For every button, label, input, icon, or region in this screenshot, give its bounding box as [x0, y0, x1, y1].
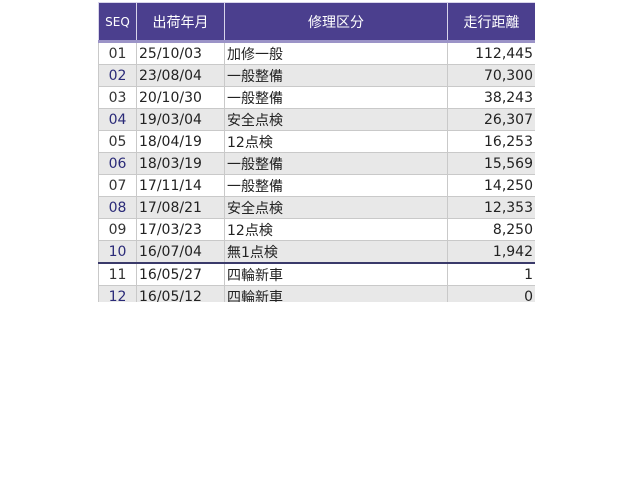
cell-type: 四輪新車 — [224, 262, 448, 286]
cell-seq: 06 — [98, 152, 137, 175]
cell-type: 12点検 — [224, 130, 448, 153]
cell-date: 18/04/19 — [136, 130, 225, 153]
table-row: 10 16/07/04 無1点検 1,942 — [98, 240, 535, 264]
cell-distance: 112,445 — [447, 41, 535, 65]
cell-date: 17/08/21 — [136, 196, 225, 219]
cell-type: 安全点検 — [224, 108, 448, 131]
table-row: 04 19/03/04 安全点検 26,307 — [98, 108, 535, 131]
cell-type: 加修一般 — [224, 41, 448, 65]
table-row: 06 18/03/19 一般整備 15,569 — [98, 152, 535, 175]
cell-seq: 07 — [98, 174, 137, 197]
cell-distance: 8,250 — [447, 218, 535, 241]
cell-type: 一般整備 — [224, 152, 448, 175]
table-row: 08 17/08/21 安全点検 12,353 — [98, 196, 535, 219]
cell-date: 20/10/30 — [136, 86, 225, 109]
cell-type: 無1点検 — [224, 240, 448, 264]
header-seq: SEQ — [98, 2, 137, 43]
cell-seq: 10 — [98, 240, 137, 264]
cell-distance: 38,243 — [447, 86, 535, 109]
table-row: 03 20/10/30 一般整備 38,243 — [98, 86, 535, 109]
table-row: 09 17/03/23 12点検 8,250 — [98, 218, 535, 241]
cell-date: 17/11/14 — [136, 174, 225, 197]
cell-date: 18/03/19 — [136, 152, 225, 175]
cell-date: 19/03/04 — [136, 108, 225, 131]
cell-type: 安全点検 — [224, 196, 448, 219]
cell-type: 12点検 — [224, 218, 448, 241]
table-header-row: SEQ 出荷年月 修理区分 走行距離 — [98, 2, 535, 43]
cell-seq: 11 — [98, 262, 137, 286]
cell-date: 16/07/04 — [136, 240, 225, 264]
cell-distance: 1,942 — [447, 240, 535, 264]
header-distance: 走行距離 — [447, 2, 535, 43]
cell-distance: 16,253 — [447, 130, 535, 153]
cell-date: 25/10/03 — [136, 41, 225, 65]
cell-type: 一般整備 — [224, 86, 448, 109]
cell-seq: 03 — [98, 86, 137, 109]
cell-date: 16/05/27 — [136, 262, 225, 286]
cell-seq: 08 — [98, 196, 137, 219]
cell-distance: 1 — [447, 262, 535, 286]
service-history-table-container: SEQ 出荷年月 修理区分 走行距離 01 25/10/03 加修一般 112,445… — [98, 2, 535, 302]
table-row: 02 23/08/04 一般整備 70,300 — [98, 64, 535, 87]
cell-type: 一般整備 — [224, 174, 448, 197]
cell-seq: 12 — [98, 285, 137, 302]
cell-distance: 26,307 — [447, 108, 535, 131]
cell-seq: 02 — [98, 64, 137, 87]
cell-distance: 0 — [447, 285, 535, 302]
cell-type: 一般整備 — [224, 64, 448, 87]
cell-distance: 14,250 — [447, 174, 535, 197]
cell-distance: 12,353 — [447, 196, 535, 219]
table-row: 11 16/05/27 四輪新車 1 — [98, 262, 535, 286]
cell-distance: 70,300 — [447, 64, 535, 87]
header-type: 修理区分 — [224, 2, 448, 43]
cell-seq: 04 — [98, 108, 137, 131]
cell-seq: 01 — [98, 41, 137, 65]
table-row: 07 17/11/14 一般整備 14,250 — [98, 174, 535, 197]
service-history-table: SEQ 出荷年月 修理区分 走行距離 01 25/10/03 加修一般 112,445… — [98, 2, 535, 302]
cell-distance: 15,569 — [447, 152, 535, 175]
table-row: 12 16/05/12 四輪新車 0 — [98, 285, 535, 302]
table-row: 05 18/04/19 12点検 16,253 — [98, 130, 535, 153]
header-date: 出荷年月 — [136, 2, 225, 43]
cell-date: 23/08/04 — [136, 64, 225, 87]
cell-seq: 09 — [98, 218, 137, 241]
cell-date: 17/03/23 — [136, 218, 225, 241]
cell-date: 16/05/12 — [136, 285, 225, 302]
table-row: 01 25/10/03 加修一般 112,445 — [98, 41, 535, 65]
cell-type: 四輪新車 — [224, 285, 448, 302]
cell-seq: 05 — [98, 130, 137, 153]
